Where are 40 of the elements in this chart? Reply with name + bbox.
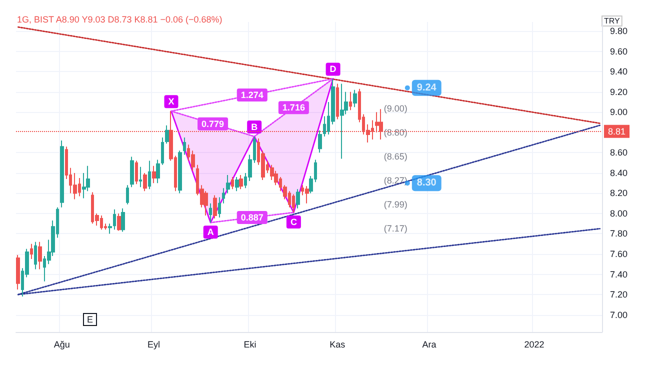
data-label: 8.30 (416, 178, 437, 189)
y-tick-label: 9.20 (610, 86, 628, 97)
annotation: E (87, 314, 94, 324)
y-tick-label: 7.20 (610, 290, 628, 300)
data-label: A (207, 227, 214, 238)
data-label: B (251, 122, 258, 132)
annotation: (9.00) (384, 104, 408, 114)
y-tick-label: 7.00 (610, 310, 628, 320)
data-label: C (290, 216, 298, 227)
data-label: D (330, 64, 337, 74)
y-tick-label: 7.40 (610, 269, 628, 280)
y-tick-label: 8.20 (610, 188, 628, 198)
series-label: 0.887 (240, 212, 264, 223)
y-tick-label: 7.60 (610, 248, 628, 259)
y-tick-label: 8.60 (610, 148, 628, 158)
y-tick-label: 8.40 (610, 168, 628, 178)
data-label: X (168, 96, 174, 107)
annotation: (7.99) (384, 200, 408, 210)
series-label: 0.779 (202, 118, 224, 129)
series-label: 1.716 (282, 102, 305, 113)
y-tick-label: 9.00 (610, 107, 628, 118)
data-label: 9.24 (416, 82, 437, 94)
series-label: 1.274 (240, 90, 264, 100)
x-tick-label: Eki (244, 340, 256, 350)
y-tick-label: 8.00 (610, 208, 628, 218)
x-tick-label: Kas (330, 340, 346, 350)
y-axis-title: TRY (604, 16, 621, 26)
y-tick-label: 9.80 (610, 26, 628, 36)
annotation: (8.65) (384, 152, 408, 162)
annotation: (8.27) (384, 176, 408, 186)
ref-line-label: 8.81 (608, 126, 626, 136)
y-tick-label: 7.80 (610, 228, 628, 239)
x-tick-label: Eyl (147, 340, 160, 350)
y-tick-label: 9.40 (610, 66, 628, 77)
x-tick-label: 2022 (524, 340, 544, 350)
x-tick-label: Ağu (54, 340, 70, 350)
y-tick-label: 9.60 (610, 46, 628, 56)
chart-title: 1G, BIST A8.90 Y9.03 D8.73 K8.81 −0.06 (−0.68%) (17, 14, 222, 24)
annotation: (7.17) (384, 224, 408, 234)
x-tick-label: Ara (422, 340, 436, 350)
